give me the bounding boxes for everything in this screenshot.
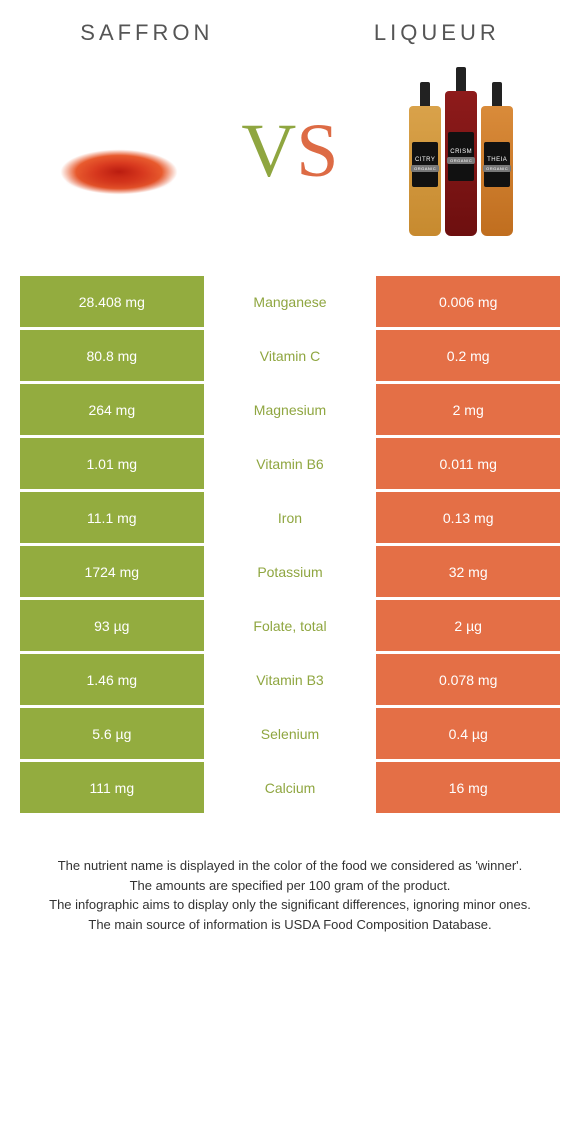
- table-row: 1.46 mgVitamin B30.078 mg: [20, 654, 560, 708]
- left-value: 11.1 mg: [20, 492, 204, 543]
- left-value: 264 mg: [20, 384, 204, 435]
- title-left: Saffron: [80, 20, 213, 46]
- table-row: 5.6 µgSelenium0.4 µg: [20, 708, 560, 762]
- left-value: 1724 mg: [20, 546, 204, 597]
- nutrient-name: Vitamin B3: [204, 654, 377, 705]
- table-row: 1724 mgPotassium32 mg: [20, 546, 560, 600]
- nutrient-name: Vitamin C: [204, 330, 377, 381]
- right-value: 0.13 mg: [376, 492, 560, 543]
- liqueur-image: CITRYORGANIC CRISMORGANIC THEIAORGANIC: [386, 66, 536, 236]
- nutrient-name: Selenium: [204, 708, 377, 759]
- vs-label: V S: [241, 108, 338, 195]
- right-value: 16 mg: [376, 762, 560, 813]
- left-value: 1.46 mg: [20, 654, 204, 705]
- bottle-3: THEIAORGANIC: [481, 106, 513, 236]
- left-value: 93 µg: [20, 600, 204, 651]
- table-row: 1.01 mgVitamin B60.011 mg: [20, 438, 560, 492]
- footer-line: The infographic aims to display only the…: [30, 895, 550, 915]
- left-value: 1.01 mg: [20, 438, 204, 489]
- saffron-image: [44, 96, 194, 206]
- hero-row: V S CITRYORGANIC CRISMORGANIC THEIAORGAN…: [0, 56, 580, 276]
- footer-line: The amounts are specified per 100 gram o…: [30, 876, 550, 896]
- table-row: 264 mgMagnesium2 mg: [20, 384, 560, 438]
- table-row: 93 µgFolate, total2 µg: [20, 600, 560, 654]
- header: Saffron Liqueur: [0, 0, 580, 56]
- right-value: 0.006 mg: [376, 276, 560, 327]
- right-value: 0.2 mg: [376, 330, 560, 381]
- right-value: 2 mg: [376, 384, 560, 435]
- footer-line: The nutrient name is displayed in the co…: [30, 856, 550, 876]
- right-value: 0.4 µg: [376, 708, 560, 759]
- left-value: 111 mg: [20, 762, 204, 813]
- right-value: 0.011 mg: [376, 438, 560, 489]
- right-value: 2 µg: [376, 600, 560, 651]
- table-row: 80.8 mgVitamin C0.2 mg: [20, 330, 560, 384]
- title-right: Liqueur: [374, 20, 500, 46]
- vs-s: S: [296, 108, 338, 195]
- footer-line: The main source of information is USDA F…: [30, 915, 550, 935]
- right-value: 32 mg: [376, 546, 560, 597]
- table-row: 11.1 mgIron0.13 mg: [20, 492, 560, 546]
- left-value: 5.6 µg: [20, 708, 204, 759]
- bottle-1: CITRYORGANIC: [409, 106, 441, 236]
- bottle-2: CRISMORGANIC: [445, 91, 477, 236]
- nutrient-table: 28.408 mgManganese0.006 mg80.8 mgVitamin…: [20, 276, 560, 816]
- footer-notes: The nutrient name is displayed in the co…: [0, 816, 580, 954]
- table-row: 28.408 mgManganese0.006 mg: [20, 276, 560, 330]
- right-value: 0.078 mg: [376, 654, 560, 705]
- nutrient-name: Vitamin B6: [204, 438, 377, 489]
- nutrient-name: Calcium: [204, 762, 377, 813]
- nutrient-name: Folate, total: [204, 600, 377, 651]
- table-row: 111 mgCalcium16 mg: [20, 762, 560, 816]
- left-value: 80.8 mg: [20, 330, 204, 381]
- nutrient-name: Iron: [204, 492, 377, 543]
- vs-v: V: [241, 108, 296, 195]
- nutrient-name: Manganese: [204, 276, 377, 327]
- nutrient-name: Potassium: [204, 546, 377, 597]
- left-value: 28.408 mg: [20, 276, 204, 327]
- nutrient-name: Magnesium: [204, 384, 377, 435]
